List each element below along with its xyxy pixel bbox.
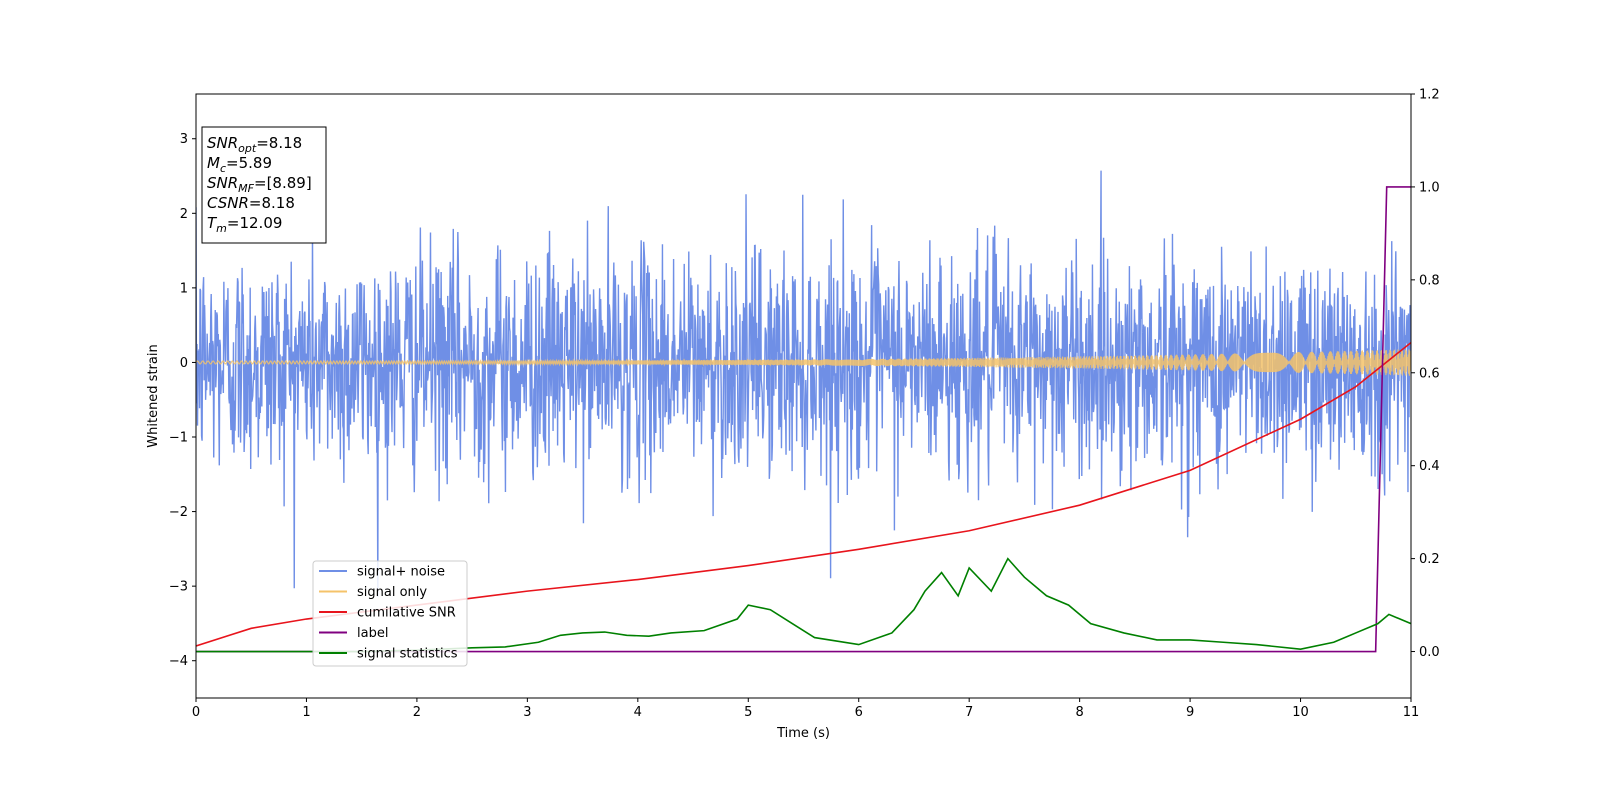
y-axis-right: 0.0 0.2 0.4 0.6 0.8 1.0 1.2 bbox=[1411, 88, 1440, 660]
legend-entry: label bbox=[357, 626, 388, 641]
y-tick-label: −4 bbox=[169, 654, 188, 669]
info-line: SNRopt=8.18 bbox=[207, 134, 302, 155]
x-tick-label: 3 bbox=[523, 705, 531, 720]
y-tick-label: 0 bbox=[180, 356, 188, 371]
y2-tick-label: 1.0 bbox=[1419, 180, 1440, 195]
y-tick-label: −3 bbox=[169, 580, 188, 595]
y2-tick-label: 0.6 bbox=[1419, 366, 1440, 381]
x-tick-label: 6 bbox=[855, 705, 863, 720]
y2-tick-label: 1.2 bbox=[1419, 88, 1440, 103]
legend-entry: signal statistics bbox=[357, 647, 458, 662]
legend-frame bbox=[312, 560, 468, 667]
series-signal-statistics bbox=[196, 557, 1411, 653]
x-tick-label: 10 bbox=[1292, 705, 1309, 720]
series-signal-only bbox=[196, 349, 1411, 376]
y-tick-label: 1 bbox=[180, 281, 188, 296]
info-line: Mc=5.89 bbox=[207, 154, 272, 175]
axes-frame bbox=[195, 93, 1412, 699]
x-axis-label: Time (s) bbox=[776, 726, 830, 741]
x-tick-label: 8 bbox=[1075, 705, 1083, 720]
series-label bbox=[196, 186, 1411, 653]
series-signal-noise bbox=[196, 170, 1411, 597]
info-line: Tm=12.09 bbox=[207, 214, 282, 235]
x-tick-label: 1 bbox=[302, 705, 310, 720]
y-tick-label: 3 bbox=[180, 132, 188, 147]
x-tick-label: 0 bbox=[192, 705, 200, 720]
y-axis-label: Whitened strain bbox=[146, 344, 161, 447]
x-tick-label: 11 bbox=[1403, 705, 1420, 720]
info-line: SNRMF=[8.89] bbox=[207, 174, 312, 195]
info-box-frame bbox=[201, 126, 327, 244]
x-tick-label: 5 bbox=[744, 705, 752, 720]
y2-tick-label: 0.8 bbox=[1419, 273, 1440, 288]
legend-entry: signal only bbox=[357, 585, 427, 600]
x-axis: 0 1 2 3 4 5 6 7 8 9 10 11 bbox=[192, 698, 1419, 720]
legend: signal+ noise signal only cumilative SNR la… bbox=[312, 560, 468, 667]
y-tick-label: −1 bbox=[169, 431, 188, 446]
x-tick-label: 2 bbox=[413, 705, 421, 720]
y2-tick-label: 0.2 bbox=[1419, 552, 1440, 567]
y-tick-label: −2 bbox=[169, 505, 188, 520]
y-axis-left: −4 −3 −2 −1 0 1 2 3 bbox=[169, 132, 196, 669]
x-tick-label: 4 bbox=[634, 705, 642, 720]
legend-entry: cumilative SNR bbox=[357, 606, 456, 621]
legend-entry: signal+ noise bbox=[357, 565, 445, 580]
y2-tick-label: 0.0 bbox=[1419, 645, 1440, 660]
y-tick-label: 2 bbox=[180, 207, 188, 222]
x-tick-label: 9 bbox=[1186, 705, 1194, 720]
y2-tick-label: 0.4 bbox=[1419, 459, 1440, 474]
x-tick-label: 7 bbox=[965, 705, 973, 720]
info-line: CSNR=8.18 bbox=[207, 194, 295, 212]
